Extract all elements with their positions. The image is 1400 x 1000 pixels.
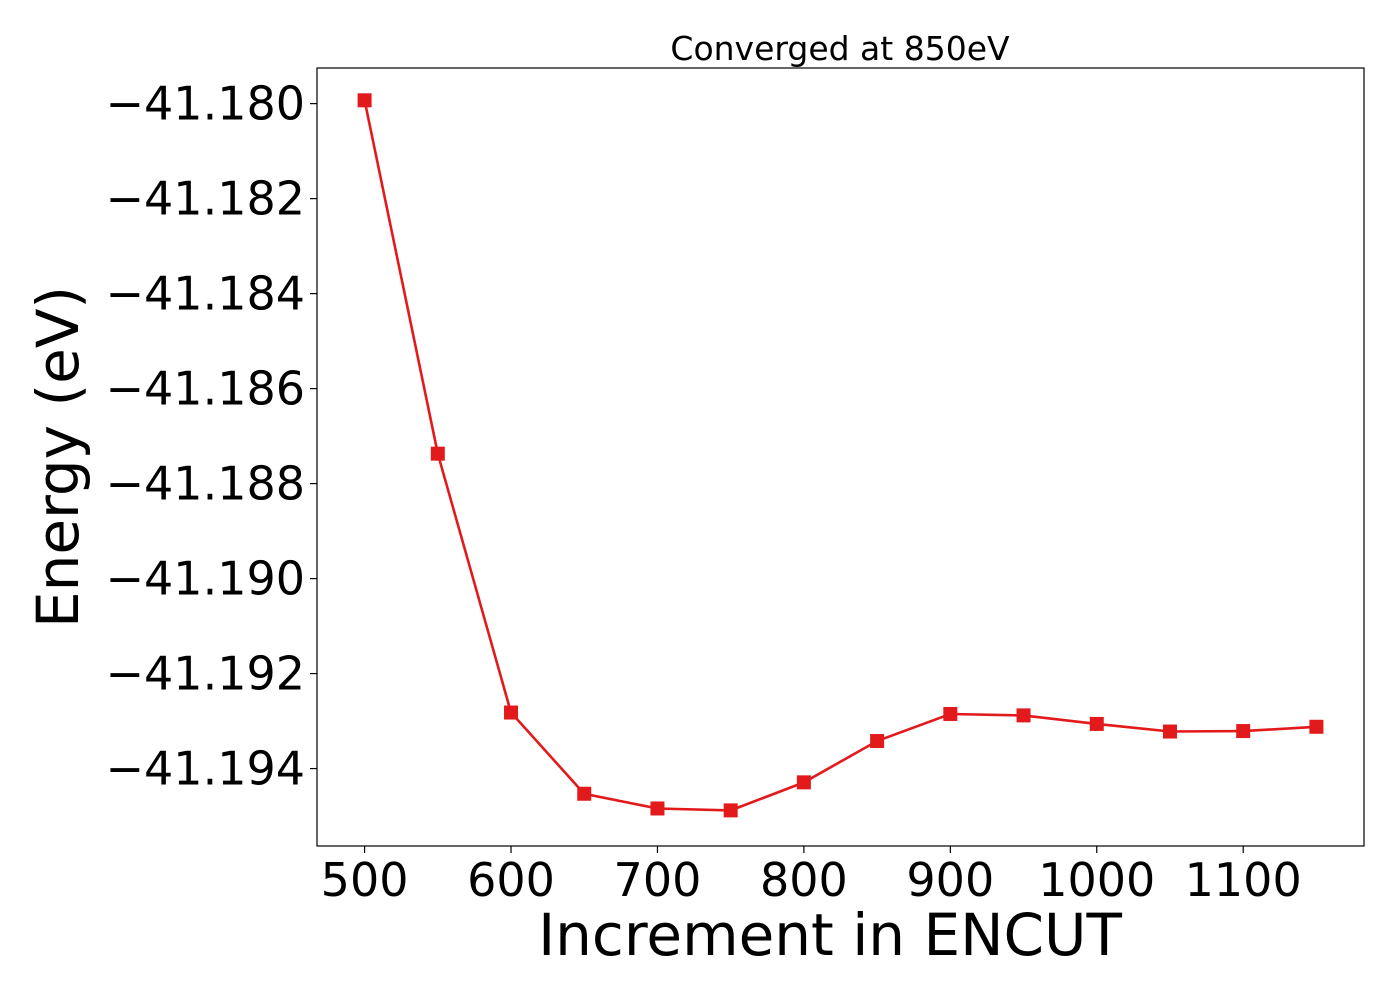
y-tick-label: −41.184 [106,267,306,321]
y-tick-label: −41.188 [106,457,306,511]
data-point-marker [430,446,445,461]
data-point-marker [1162,724,1177,739]
plot-area-frame [316,67,1365,847]
y-axis-label: Energy (eV) [24,286,92,628]
x-tick-label: 600 [467,853,555,907]
y-tick-label: −41.194 [106,742,306,796]
y-tick-label: −41.186 [106,362,306,416]
series-layer [357,93,1324,818]
y-tick-label: −41.192 [106,647,306,701]
data-point-marker [943,706,958,721]
x-tick-label: 1100 [1185,853,1302,907]
data-point-marker [650,801,665,816]
y-tick-label: −41.182 [106,172,306,226]
data-point-marker [1089,716,1104,731]
data-point-marker [723,803,738,818]
data-point-marker [357,93,372,108]
data-point-marker [1016,708,1031,723]
x-tick-label: 700 [614,853,702,907]
x-tick-label: 1000 [1038,853,1155,907]
y-tick-label: −41.180 [106,77,306,131]
y-tick-label: −41.190 [106,552,306,606]
x-axis: 500 600 700 800 900 1000 1100 [321,846,1302,907]
data-point-marker [870,734,885,749]
data-point-marker [1309,719,1324,734]
data-point-marker [796,775,811,790]
x-axis-label: Increment in ENCUT [538,901,1122,969]
chart-title: Converged at 850eV [670,29,1010,68]
y-axis: −41.180 −41.182 −41.184 −41.186 −41.188 −41.1… [106,77,317,796]
series-line [363,100,1317,812]
data-point-marker [577,786,592,801]
x-tick-label: 800 [760,853,848,907]
x-tick-label: 900 [906,853,994,907]
data-point-marker [504,705,519,720]
x-tick-label: 500 [321,853,409,907]
data-point-marker [1236,724,1251,739]
